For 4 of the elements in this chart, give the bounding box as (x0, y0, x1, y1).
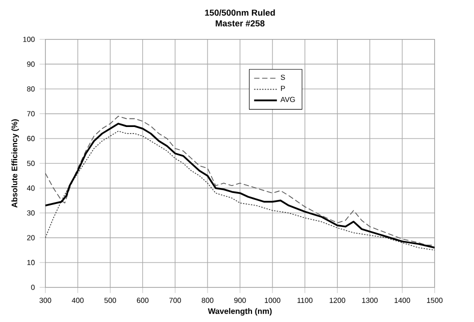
chart-subtitle: Master #258 (216, 20, 265, 26)
y-axis-title: Absolute Efficiency (%) (11, 119, 19, 208)
chart-title: 150/500nm Ruled (205, 9, 275, 16)
x-axis-title: Wavelength (nm) (208, 308, 272, 316)
